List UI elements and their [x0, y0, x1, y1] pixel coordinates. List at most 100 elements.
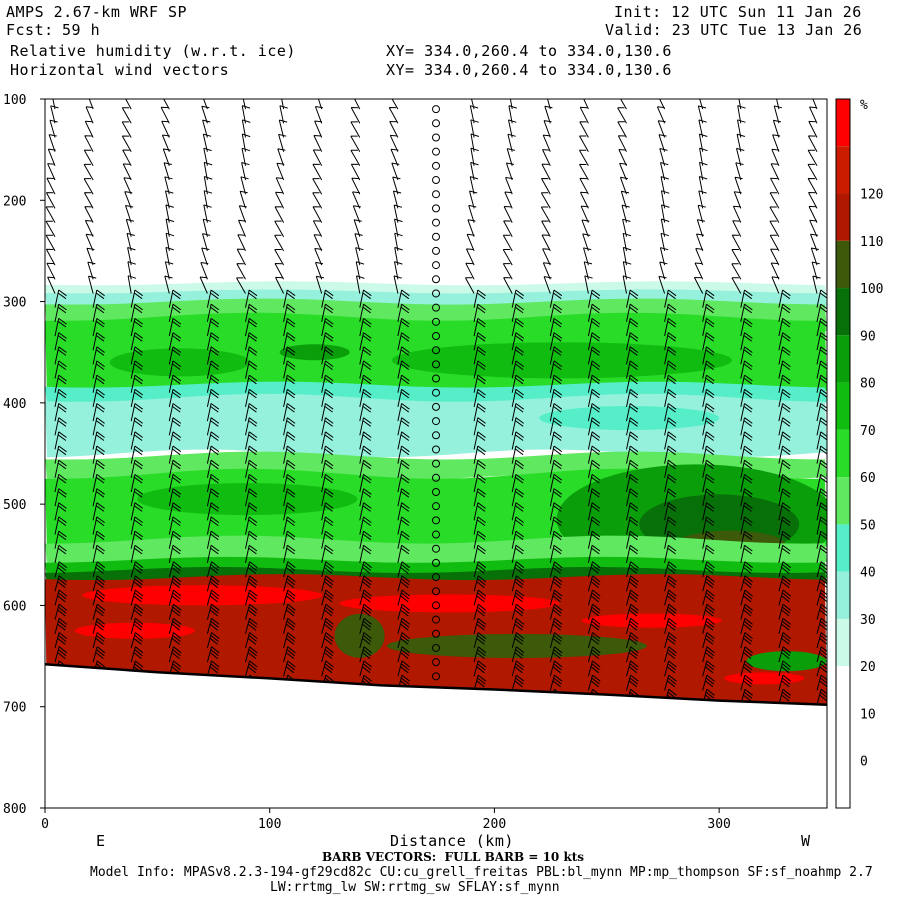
wind-barb: [541, 220, 551, 237]
wind-barb: [168, 674, 182, 691]
wind-barb: [54, 516, 67, 535]
rh-blob-130: [82, 585, 323, 606]
wind-barb: [168, 488, 182, 507]
calm-circle: [432, 700, 440, 705]
wind-barb: [206, 289, 220, 308]
wind-barb: [702, 431, 715, 450]
wind-barb: [740, 632, 753, 649]
wind-barb: [579, 135, 589, 152]
rh-blob-110b: [334, 613, 385, 658]
colorbar-swatch: [836, 571, 850, 619]
wind-barb: [740, 360, 753, 379]
wind-barb: [664, 603, 677, 620]
calm-circle: [432, 487, 440, 496]
wind-barb: [778, 431, 791, 450]
wind-barb: [740, 459, 753, 478]
wind-barb: [50, 99, 60, 110]
wind-barb: [702, 459, 715, 478]
wind-barb: [659, 247, 669, 266]
wind-barb: [130, 403, 143, 422]
wind-barb: [206, 445, 220, 464]
colorbar-tick-label: 100: [860, 282, 883, 297]
wind-barb: [626, 603, 639, 620]
colorbar-swatch: [836, 524, 850, 572]
wind-barb: [626, 589, 639, 606]
calm-circle: [432, 502, 440, 511]
calm-circle: [432, 516, 440, 525]
wind-barb: [626, 459, 639, 478]
wind-barb: [321, 688, 334, 705]
wind-barb: [626, 488, 639, 507]
wind-barb: [45, 206, 56, 223]
wind-barb: [808, 192, 818, 209]
wind-barb: [397, 516, 410, 535]
wind-barb: [778, 346, 791, 365]
wind-barb: [465, 262, 475, 280]
wind-barb: [695, 248, 704, 266]
wind-barb: [587, 374, 601, 393]
wind-barb: [54, 459, 67, 478]
wind-barb: [626, 445, 639, 464]
wind-barb: [92, 674, 106, 691]
wind-barb: [772, 119, 782, 138]
wind-barb: [778, 332, 791, 351]
wind-barb: [664, 561, 677, 578]
wind-barb: [206, 688, 220, 705]
wind-barb: [809, 99, 818, 110]
wind-barb: [769, 192, 780, 209]
colorbar-tick-label: 40: [860, 566, 876, 581]
calm-circle: [432, 204, 440, 213]
wind-barb: [130, 688, 144, 705]
wind-barb: [359, 417, 372, 436]
y-tick-label: 700: [3, 701, 26, 716]
wind-barb: [702, 360, 715, 379]
wind-barb: [54, 289, 67, 308]
wind-barb: [502, 263, 513, 280]
wind-barb: [397, 303, 410, 322]
wind-barb: [664, 589, 677, 606]
wind-barb: [54, 332, 67, 351]
wind-barb: [168, 603, 182, 620]
wind-barb: [245, 660, 258, 677]
wind-barb: [162, 148, 171, 166]
wind-barb: [702, 346, 715, 365]
colorbar-swatch: [836, 760, 850, 808]
wind-barb: [397, 603, 411, 620]
wind-barb: [578, 149, 589, 167]
wind-barb: [816, 688, 827, 705]
wind-barb: [664, 388, 677, 408]
wind-barb: [92, 332, 105, 351]
wind-barb: [626, 674, 639, 691]
wind-barb: [245, 473, 258, 493]
wind-barb: [816, 646, 827, 663]
wind-barb: [542, 262, 551, 280]
wind-barb: [617, 121, 627, 138]
wind-barb: [206, 646, 220, 663]
calm-circle: [432, 629, 440, 638]
wind-barb: [314, 106, 323, 124]
wind-barb: [130, 516, 143, 535]
wind-barb: [397, 530, 410, 549]
wind-barb: [321, 544, 334, 564]
wind-barb: [807, 178, 818, 195]
wind-barb: [278, 133, 287, 152]
wind-barb: [511, 674, 525, 691]
wind-barb: [778, 459, 791, 478]
wind-barb: [245, 317, 258, 337]
wind-barb: [359, 575, 372, 592]
wind-barb: [321, 575, 334, 592]
wind-barb: [321, 431, 334, 450]
wind-barb: [92, 417, 105, 436]
wind-barb: [245, 459, 258, 478]
wind-barb: [702, 317, 715, 337]
wind-barb: [54, 575, 68, 592]
wind-barb: [206, 516, 220, 535]
wind-barb: [54, 617, 68, 634]
wind-barb: [121, 121, 132, 138]
calm-circle: [432, 232, 440, 241]
wind-barb: [168, 346, 182, 365]
wind-barb: [359, 459, 372, 478]
wind-barb: [549, 473, 563, 493]
wind-barb: [359, 473, 372, 493]
wind-barb: [778, 488, 791, 507]
